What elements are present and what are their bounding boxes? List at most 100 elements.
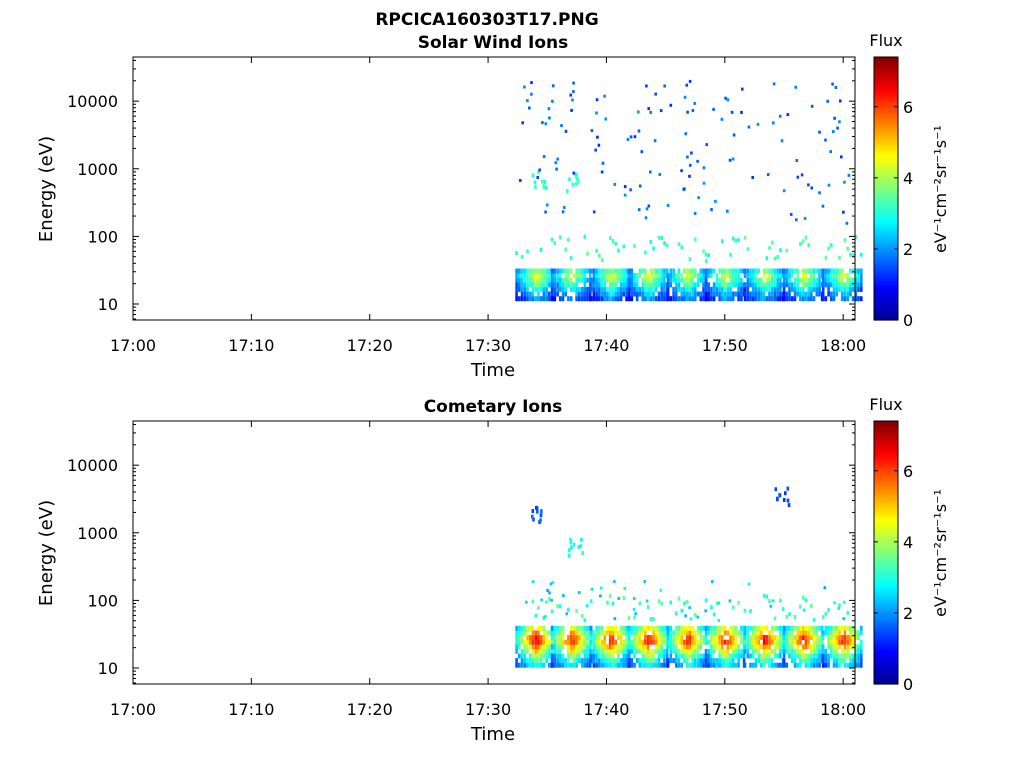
heatmap-cell: [592, 291, 596, 297]
heatmap-cell: [545, 291, 548, 297]
heatmap-cell: [791, 658, 794, 664]
heatmap-cell: [652, 639, 655, 645]
heatmap-cell: [613, 580, 616, 584]
heatmap-cell: [707, 658, 710, 664]
heatmap-cell: [801, 277, 805, 283]
heatmap-cell: [611, 653, 615, 659]
heatmap-cell: [835, 286, 839, 292]
heatmap-cell: [630, 625, 634, 631]
heatmap-cell: [815, 644, 819, 650]
heatmap-cell: [694, 639, 697, 645]
heatmap-cell: [625, 268, 628, 274]
heatmap-cell: [796, 630, 799, 636]
heatmap-cell: [542, 630, 546, 636]
heatmap-cell: [715, 282, 719, 288]
heatmap-cell: [677, 286, 681, 292]
heatmap-cell: [675, 282, 678, 288]
heatmap-cell: [617, 658, 620, 664]
heatmap-cell: [843, 273, 847, 279]
colorbar-band: [874, 144, 898, 148]
colorbar-band: [874, 225, 898, 229]
heatmap-cell: [810, 273, 813, 279]
heatmap-cell: [578, 286, 581, 292]
heatmap-cell: [702, 249, 705, 254]
heatmap-cell: [518, 277, 521, 283]
heatmap-cell: [575, 635, 578, 640]
heatmap-cell: [586, 625, 589, 631]
heatmap-cell: [696, 644, 700, 650]
heatmap-cell: [842, 617, 845, 621]
heatmap-cell: [737, 277, 740, 283]
heatmap-cell: [536, 509, 539, 514]
heatmap-cell: [559, 235, 562, 240]
heatmap-cell: [641, 286, 644, 292]
heatmap-cell: [731, 648, 735, 654]
heatmap-cell: [773, 286, 777, 292]
heatmap-cell: [746, 273, 750, 279]
heatmap-cell: [782, 268, 786, 274]
heatmap-cell: [595, 648, 598, 654]
heatmap-cell: [801, 273, 805, 279]
heatmap-cell: [702, 286, 705, 292]
heatmap-cell: [734, 653, 738, 659]
heatmap-cell: [665, 243, 669, 248]
heatmap-cell: [526, 639, 529, 645]
colorbar-tick-label: 0: [903, 675, 913, 694]
heatmap-cell: [548, 597, 551, 601]
x-tick-label: 17:30: [465, 700, 511, 719]
heatmap-cell: [531, 296, 535, 302]
heatmap-cell: [646, 296, 650, 302]
heatmap-cell: [645, 599, 649, 603]
heatmap-cell: [860, 644, 863, 650]
colorbar-band: [874, 157, 898, 161]
heatmap-cell: [846, 639, 849, 645]
heatmap-cell: [561, 658, 565, 664]
heatmap-cell: [810, 648, 813, 654]
heatmap-cell: [726, 273, 730, 279]
heatmap-cell: [531, 509, 535, 513]
heatmap-cell: [688, 653, 692, 659]
heatmap-cell: [590, 129, 594, 133]
heatmap-cell: [729, 282, 732, 288]
heatmap-cell: [854, 291, 858, 297]
heatmap-cell: [838, 273, 841, 279]
colorbar-band: [874, 103, 898, 106]
heatmap-cell: [801, 658, 805, 664]
heatmap-cell: [771, 282, 774, 288]
heatmap-cell: [760, 277, 763, 283]
heatmap-cell: [835, 658, 839, 664]
heatmap-cell: [734, 273, 738, 279]
heatmap-cell: [598, 639, 601, 645]
heatmap-cell: [669, 630, 673, 636]
heatmap-cell: [559, 286, 562, 292]
heatmap-cell: [598, 277, 601, 283]
heatmap-cell: [655, 273, 658, 279]
heatmap-cell: [545, 635, 548, 640]
heatmap-cell: [542, 639, 546, 645]
heatmap-cell: [804, 268, 808, 274]
colorbar-band: [874, 578, 898, 582]
heatmap-cell: [619, 662, 623, 668]
heatmap-cell: [694, 296, 697, 302]
heatmap-cell: [860, 286, 863, 292]
heatmap-cell: [531, 286, 535, 292]
heatmap-cell: [606, 653, 609, 659]
heatmap-cell: [622, 662, 626, 668]
heatmap-cell: [644, 216, 648, 220]
colorbar-band: [874, 57, 898, 60]
heatmap-cell: [849, 658, 852, 664]
colorbar-band: [874, 287, 898, 290]
heatmap-cell: [685, 277, 689, 283]
heatmap-cell: [633, 597, 636, 600]
heatmap-cell: [663, 241, 666, 246]
heatmap-cell: [740, 110, 743, 114]
heatmap-cell: [782, 648, 786, 654]
heatmap-cell: [838, 286, 841, 292]
heatmap-cell: [625, 635, 628, 640]
heatmap-cell: [567, 238, 570, 242]
heatmap-cell: [567, 282, 570, 288]
heatmap-cell: [836, 126, 839, 130]
heatmap-cell: [561, 291, 565, 297]
heatmap-cell: [669, 296, 673, 302]
